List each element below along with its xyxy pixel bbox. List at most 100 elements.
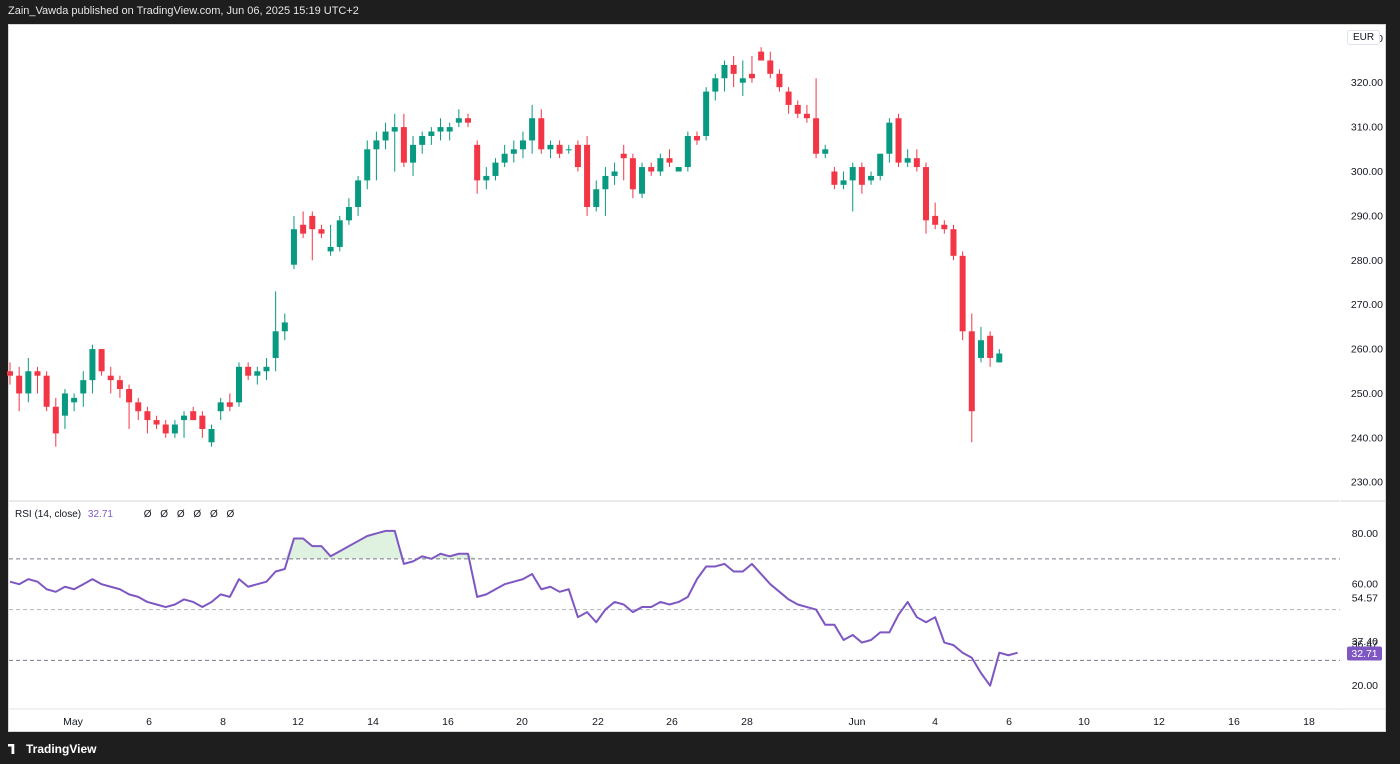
candle[interactable] xyxy=(437,118,444,141)
candle[interactable] xyxy=(290,215,297,270)
candle[interactable] xyxy=(126,384,133,429)
candle[interactable] xyxy=(739,60,746,97)
candle[interactable] xyxy=(730,56,737,88)
candle[interactable] xyxy=(309,211,316,261)
candle[interactable] xyxy=(153,415,160,429)
candle[interactable] xyxy=(611,162,618,185)
candle[interactable] xyxy=(684,131,691,172)
candle[interactable] xyxy=(71,393,78,412)
candle[interactable] xyxy=(171,420,178,438)
candle[interactable] xyxy=(345,198,352,225)
candle[interactable] xyxy=(455,109,462,128)
candle[interactable] xyxy=(400,113,407,168)
candle[interactable] xyxy=(593,180,600,212)
candle[interactable] xyxy=(428,127,435,145)
candle[interactable] xyxy=(529,104,536,154)
candle[interactable] xyxy=(822,144,829,159)
candle[interactable] xyxy=(803,104,810,123)
candle[interactable] xyxy=(410,135,417,176)
candle[interactable] xyxy=(694,131,700,145)
candle[interactable] xyxy=(968,313,975,443)
candle[interactable] xyxy=(510,140,517,163)
candle[interactable] xyxy=(813,78,820,159)
candle[interactable] xyxy=(52,397,59,447)
candle[interactable] xyxy=(959,251,966,341)
candle[interactable] xyxy=(181,411,188,438)
candle[interactable] xyxy=(226,393,233,412)
candle[interactable] xyxy=(98,349,105,376)
candle[interactable] xyxy=(318,224,325,239)
candle[interactable] xyxy=(327,224,334,256)
candle[interactable] xyxy=(7,362,13,385)
candle[interactable] xyxy=(712,73,719,101)
candle[interactable] xyxy=(474,140,481,194)
candle[interactable] xyxy=(391,113,398,172)
candle[interactable] xyxy=(144,406,151,434)
candle[interactable] xyxy=(217,397,224,421)
candle[interactable] xyxy=(584,135,591,216)
rsi-pane[interactable] xyxy=(9,529,1340,687)
candle[interactable] xyxy=(895,113,902,168)
candle[interactable] xyxy=(840,171,847,190)
candle[interactable] xyxy=(373,131,380,181)
candle[interactable] xyxy=(886,118,893,163)
candle[interactable] xyxy=(675,167,682,172)
rsi-line[interactable] xyxy=(9,529,1018,687)
candle[interactable] xyxy=(639,162,646,199)
candle[interactable] xyxy=(364,140,371,190)
candle[interactable] xyxy=(904,149,911,168)
candle[interactable] xyxy=(913,149,920,172)
candle[interactable] xyxy=(190,406,197,421)
candle[interactable] xyxy=(547,140,554,159)
candle[interactable] xyxy=(629,153,636,199)
candle[interactable] xyxy=(263,357,270,381)
candle[interactable] xyxy=(941,220,948,234)
candle[interactable] xyxy=(776,69,783,92)
candle[interactable] xyxy=(556,140,563,159)
candle[interactable] xyxy=(620,144,627,181)
candle[interactable] xyxy=(16,366,23,412)
candle[interactable] xyxy=(80,371,87,407)
candle[interactable] xyxy=(162,420,169,438)
candle[interactable] xyxy=(721,60,728,92)
candle[interactable] xyxy=(419,131,426,154)
candle[interactable] xyxy=(703,87,710,141)
candle[interactable] xyxy=(446,122,453,141)
candle[interactable] xyxy=(602,167,609,216)
time-axis[interactable]: May 6 8 12 14 16 20 22 26 28 Jun 4 6 10 12 16 18 xyxy=(63,716,1315,728)
candle[interactable] xyxy=(987,331,994,367)
candle[interactable] xyxy=(648,162,655,176)
candle[interactable] xyxy=(272,291,279,372)
candle[interactable] xyxy=(657,153,664,176)
candle[interactable] xyxy=(236,362,242,407)
candle[interactable] xyxy=(758,47,765,61)
candle[interactable] xyxy=(501,144,508,168)
candle[interactable] xyxy=(135,397,142,421)
tradingview-logo[interactable]: TradingView xyxy=(8,742,96,756)
currency-label[interactable]: EUR xyxy=(1347,30,1381,45)
candle[interactable] xyxy=(858,162,865,194)
candle[interactable] xyxy=(950,224,957,261)
candle[interactable] xyxy=(336,215,343,252)
candle[interactable] xyxy=(932,202,939,230)
candle[interactable] xyxy=(34,366,41,394)
candle[interactable] xyxy=(116,375,123,398)
candle[interactable] xyxy=(868,171,875,185)
rsi-legend-icons[interactable]: Ø Ø Ø Ø Ø Ø xyxy=(143,509,238,520)
candle[interactable] xyxy=(519,131,526,159)
candle[interactable] xyxy=(748,56,755,83)
candle[interactable] xyxy=(849,162,856,212)
candle[interactable] xyxy=(794,100,801,119)
price-axis[interactable]: 330.00320.00310.00300.00290.00280.00270.… xyxy=(1351,33,1383,489)
candle[interactable] xyxy=(785,87,792,114)
candle[interactable] xyxy=(300,211,307,239)
candle[interactable] xyxy=(254,366,261,385)
candle[interactable] xyxy=(465,113,471,128)
candle[interactable] xyxy=(831,167,838,190)
candle[interactable] xyxy=(483,167,490,190)
candle[interactable] xyxy=(43,371,50,412)
candle[interactable] xyxy=(574,140,581,172)
candle[interactable] xyxy=(107,366,114,394)
